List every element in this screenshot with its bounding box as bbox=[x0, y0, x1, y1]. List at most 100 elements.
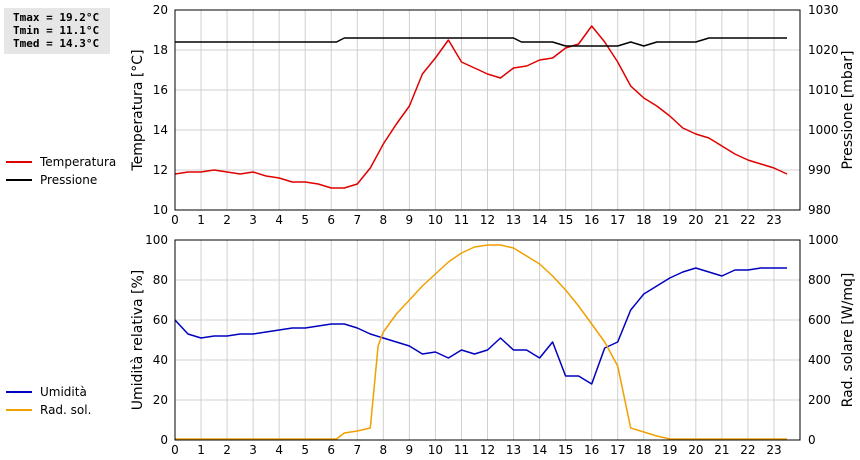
chart1-y2tick-label-1030: 1030 bbox=[808, 3, 839, 17]
chart2-y2tick-label-400: 400 bbox=[808, 353, 831, 367]
chart2-ytick-label-20: 20 bbox=[153, 393, 168, 407]
chart2-xtick-label-17: 17 bbox=[610, 443, 625, 457]
chart1-xtick-label-13: 13 bbox=[506, 213, 521, 227]
chart2-xtick-label-4: 4 bbox=[275, 443, 283, 457]
chart1-series-temperatura bbox=[174, 25, 788, 189]
stats-box: Tmax = 19.2°C Tmin = 11.1°C Tmed = 14.3°… bbox=[4, 8, 110, 54]
legend-top: Temperatura Pressione bbox=[6, 153, 116, 189]
chart2-y2tick-label-0: 0 bbox=[808, 433, 816, 447]
chart1-y2tick-label-980: 980 bbox=[808, 203, 831, 217]
chart2-xtick-label-23: 23 bbox=[766, 443, 781, 457]
chart2-xtick-label-6: 6 bbox=[327, 443, 335, 457]
chart2-xtick-label-21: 21 bbox=[714, 443, 729, 457]
chart1-xtick-label-8: 8 bbox=[380, 213, 388, 227]
chart1-y2tick-label-1010: 1010 bbox=[808, 83, 839, 97]
chart2-xtick-label-12: 12 bbox=[480, 443, 495, 457]
chart2-xtick-label-3: 3 bbox=[249, 443, 257, 457]
chart2-ytick-label-100: 100 bbox=[145, 233, 168, 247]
chart2-frame bbox=[174, 239, 801, 441]
chart1-y2tick-label-1020: 1020 bbox=[808, 43, 839, 57]
chart2-xtick-label-20: 20 bbox=[688, 443, 703, 457]
chart2-xtick-label-2: 2 bbox=[223, 443, 231, 457]
chart1-xtick-label-15: 15 bbox=[558, 213, 573, 227]
chart2-y2tick-label-200: 200 bbox=[808, 393, 831, 407]
chart2-ytick-label-60: 60 bbox=[153, 313, 168, 327]
legend-item-umidita: Umidità bbox=[6, 383, 91, 401]
chart2-xtick-label-18: 18 bbox=[636, 443, 651, 457]
chart2-y2label: Rad. solare [W/mq] bbox=[840, 273, 856, 408]
chart1-xtick-label-1: 1 bbox=[197, 213, 205, 227]
chart1-xtick-label-6: 6 bbox=[327, 213, 335, 227]
chart1-y2tick-label-1000: 1000 bbox=[808, 123, 839, 137]
chart2-xtick-label-15: 15 bbox=[558, 443, 573, 457]
chart1-series-pressione bbox=[175, 37, 787, 47]
chart2-xtick-label-14: 14 bbox=[532, 443, 547, 457]
legend-label-umidita: Umidità bbox=[40, 385, 87, 399]
chart1-xtick-label-20: 20 bbox=[688, 213, 703, 227]
chart1-ytick-label-10: 10 bbox=[153, 203, 168, 217]
chart1-xtick-label-16: 16 bbox=[584, 213, 599, 227]
chart2-xtick-label-8: 8 bbox=[380, 443, 388, 457]
chart1-xtick-label-4: 4 bbox=[275, 213, 283, 227]
chart2-xtick-label-13: 13 bbox=[506, 443, 521, 457]
legend-swatch-pressione bbox=[6, 179, 32, 181]
chart1-xtick-label-17: 17 bbox=[610, 213, 625, 227]
chart1-xtick-label-14: 14 bbox=[532, 213, 547, 227]
chart2-y2tick-label-1000: 1000 bbox=[808, 233, 839, 247]
chart2-ytick-label-80: 80 bbox=[153, 273, 168, 287]
legend-bottom: Umidità Rad. sol. bbox=[6, 383, 91, 419]
chart1-xtick-label-9: 9 bbox=[406, 213, 414, 227]
chart2-xtick-label-11: 11 bbox=[454, 443, 469, 457]
chart2-xtick-label-10: 10 bbox=[428, 443, 443, 457]
chart1-frame bbox=[174, 9, 801, 211]
chart2-xtick-label-16: 16 bbox=[584, 443, 599, 457]
chart1-xtick-label-18: 18 bbox=[636, 213, 651, 227]
chart2-ytick-label-40: 40 bbox=[153, 353, 168, 367]
chart2-xtick-label-22: 22 bbox=[740, 443, 755, 457]
legend-item-rad-sol: Rad. sol. bbox=[6, 401, 91, 419]
chart2-xtick-label-19: 19 bbox=[662, 443, 677, 457]
chart1-xtick-label-3: 3 bbox=[249, 213, 257, 227]
tmed-text: Tmed = 14.3°C bbox=[13, 37, 100, 50]
chart1-xtick-label-12: 12 bbox=[480, 213, 495, 227]
chart2-y2tick-label-600: 600 bbox=[808, 313, 831, 327]
chart2-ylabel: Umidità relativa [%] bbox=[130, 270, 146, 411]
chart1-xtick-label-5: 5 bbox=[301, 213, 309, 227]
tmax-text: Tmax = 19.2°C bbox=[13, 11, 100, 24]
chart1-ytick-label-12: 12 bbox=[153, 163, 168, 177]
chart1-xtick-label-2: 2 bbox=[223, 213, 231, 227]
chart1-xtick-label-11: 11 bbox=[454, 213, 469, 227]
chart2-xtick-label-9: 9 bbox=[406, 443, 414, 457]
chart1-xtick-label-0: 0 bbox=[171, 213, 179, 227]
chart2-series-rad-sol bbox=[175, 244, 787, 440]
chart1-xtick-label-21: 21 bbox=[714, 213, 729, 227]
chart1-xtick-label-7: 7 bbox=[353, 213, 361, 227]
chart1-y2label: Pressione [mbar] bbox=[840, 50, 856, 169]
chart1-xtick-label-23: 23 bbox=[766, 213, 781, 227]
legend-swatch-umidita bbox=[6, 391, 32, 393]
legend-label-rad-sol: Rad. sol. bbox=[40, 403, 92, 417]
legend-item-pressione: Pressione bbox=[6, 171, 116, 189]
chart1-y2tick-label-990: 990 bbox=[808, 163, 831, 177]
legend-label-pressione: Pressione bbox=[40, 173, 98, 187]
chart1-xtick-label-22: 22 bbox=[740, 213, 755, 227]
chart2-series-umidita bbox=[174, 267, 787, 385]
chart2-xtick-label-1: 1 bbox=[197, 443, 205, 457]
chart2-xtick-label-5: 5 bbox=[301, 443, 309, 457]
chart1-ytick-label-18: 18 bbox=[153, 43, 168, 57]
chart1-ytick-label-16: 16 bbox=[153, 83, 168, 97]
chart2-ytick-label-0: 0 bbox=[160, 433, 168, 447]
chart1-ytick-label-20: 20 bbox=[153, 3, 168, 17]
chart2-xtick-label-0: 0 bbox=[171, 443, 179, 457]
tmin-text: Tmin = 11.1°C bbox=[13, 24, 100, 37]
legend-label-temperatura: Temperatura bbox=[40, 155, 117, 169]
legend-swatch-rad-sol bbox=[6, 409, 32, 411]
legend-item-temperatura: Temperatura bbox=[6, 153, 116, 171]
legend-swatch-temperatura bbox=[6, 161, 32, 163]
chart2-xtick-label-7: 7 bbox=[353, 443, 361, 457]
chart1-ylabel: Temperatura [°C] bbox=[130, 49, 146, 171]
chart1-xtick-label-19: 19 bbox=[662, 213, 677, 227]
chart1-ytick-label-14: 14 bbox=[153, 123, 168, 137]
chart2-y2tick-label-800: 800 bbox=[808, 273, 831, 287]
